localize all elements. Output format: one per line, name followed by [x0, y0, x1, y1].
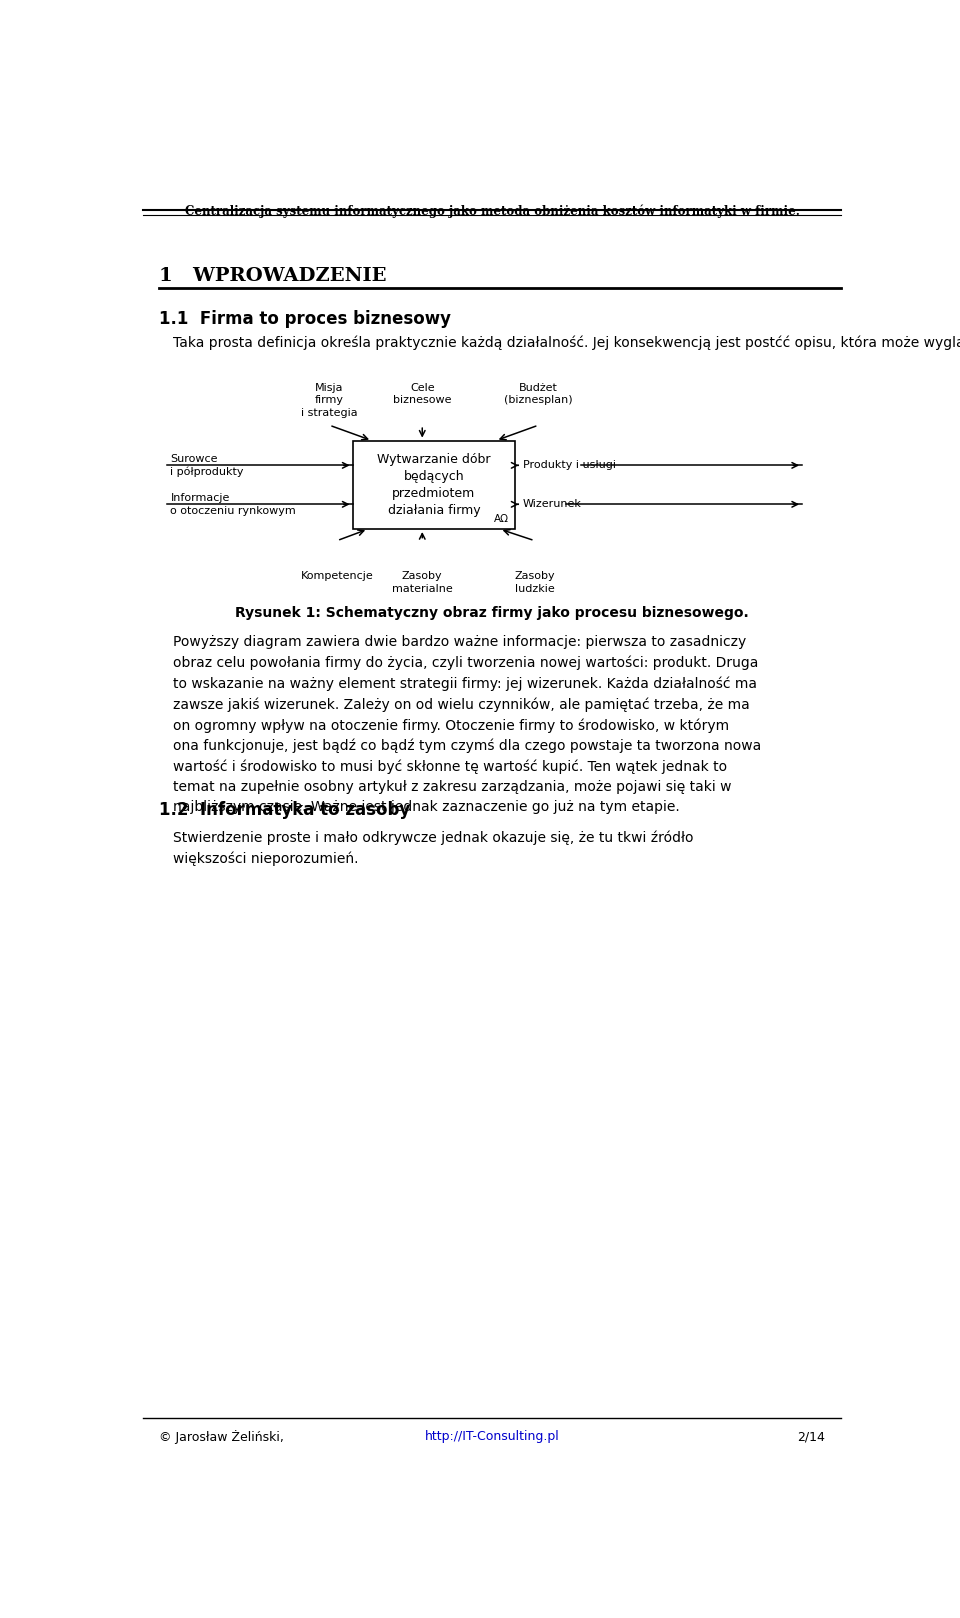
- Text: Produkty i usługi: Produkty i usługi: [523, 461, 616, 471]
- Text: Taka prosta definicja określa praktycznie każdą działalność. Jej konsekwencją je: Taka prosta definicja określa praktyczni…: [173, 335, 960, 349]
- Text: Zasoby
materialne: Zasoby materialne: [392, 571, 452, 594]
- Text: Cele
biznesowe: Cele biznesowe: [393, 383, 451, 404]
- Text: http://IT-Consulting.pl: http://IT-Consulting.pl: [424, 1430, 560, 1443]
- Text: Informacje
o otoczeniu rynkowym: Informacje o otoczeniu rynkowym: [170, 493, 296, 516]
- Text: Wytwarzanie dóbr
będących
przedmiotem
działania firmy: Wytwarzanie dóbr będących przedmiotem dz…: [377, 453, 491, 516]
- Text: Rysunek 1: Schematyczny obraz firmy jako procesu biznesowego.: Rysunek 1: Schematyczny obraz firmy jako…: [235, 607, 749, 620]
- Text: 2/14: 2/14: [798, 1430, 826, 1443]
- Text: Powyższy diagram zawiera dwie bardzo ważne informacje: pierwsza to zasadniczy
ob: Powyższy diagram zawiera dwie bardzo waż…: [173, 636, 761, 814]
- Text: Wizerunek: Wizerunek: [523, 500, 582, 510]
- Text: Zasoby
ludzkie: Zasoby ludzkie: [515, 571, 555, 594]
- Text: © Jarosław Żeliński,: © Jarosław Żeliński,: [158, 1430, 283, 1443]
- Text: AΩ: AΩ: [494, 515, 509, 524]
- Text: Misja
firmy
i strategia: Misja firmy i strategia: [300, 383, 357, 417]
- Text: Centralizacja systemu informatycznego jako metoda obniżenia kosztów informatyki : Centralizacja systemu informatycznego ja…: [184, 204, 800, 218]
- Text: Kompetencje: Kompetencje: [300, 571, 373, 581]
- Text: Stwierdzenie proste i mało odkrywcze jednak okazuje się, że tu tkwi źródło
więks: Stwierdzenie proste i mało odkrywcze jed…: [173, 830, 693, 866]
- Text: 1   WPROWADZENIE: 1 WPROWADZENIE: [158, 267, 386, 285]
- Text: 1.1  Firma to proces biznesowy: 1.1 Firma to proces biznesowy: [158, 309, 451, 328]
- Text: Surowce
i półprodukty: Surowce i półprodukty: [170, 453, 244, 477]
- Text: 1.2  Informatyka to zasoby: 1.2 Informatyka to zasoby: [158, 801, 410, 819]
- Bar: [352, 440, 516, 529]
- Text: Budżet
(biznesplan): Budżet (biznesplan): [504, 383, 573, 404]
